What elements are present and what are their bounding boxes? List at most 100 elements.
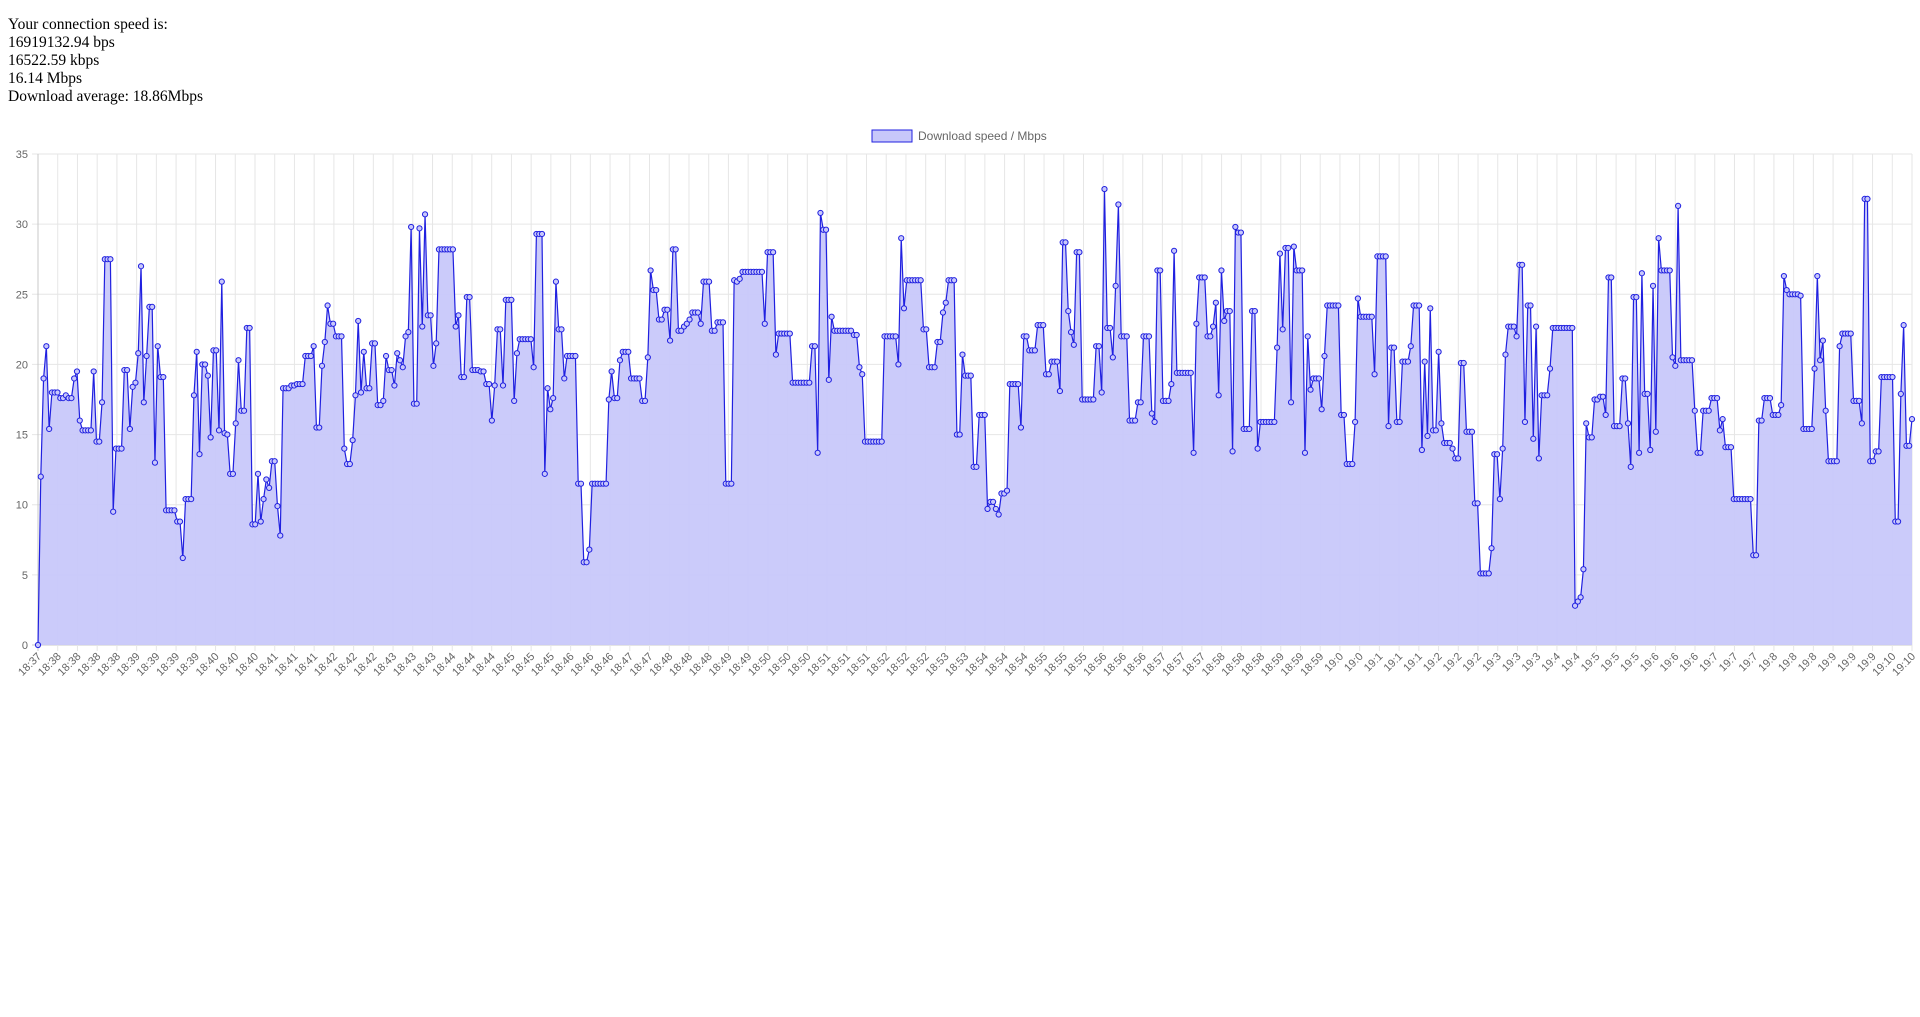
data-point[interactable] (1315, 375, 1322, 382)
data-point[interactable] (488, 417, 495, 424)
data-point[interactable] (1655, 235, 1662, 242)
data-point[interactable] (1232, 223, 1239, 231)
data-point[interactable] (1054, 358, 1061, 365)
data-point[interactable] (1847, 330, 1854, 337)
data-point[interactable] (577, 480, 585, 487)
data-point[interactable] (1003, 487, 1011, 494)
data-point[interactable] (1906, 442, 1913, 449)
data-point[interactable] (37, 473, 44, 480)
data-point[interactable] (1783, 286, 1790, 294)
data-point[interactable] (46, 425, 53, 433)
data-point[interactable] (377, 402, 384, 409)
data-point[interactable] (686, 316, 693, 323)
data-point[interactable] (1187, 369, 1194, 376)
data-point[interactable] (324, 302, 331, 309)
data-point[interactable] (204, 372, 211, 379)
data-point[interactable] (263, 476, 270, 483)
data-point[interactable] (1808, 425, 1815, 433)
data-point[interactable] (683, 320, 690, 327)
data-point[interactable] (1424, 432, 1431, 440)
data-point[interactable] (1031, 347, 1038, 354)
data-point[interactable] (1817, 357, 1824, 364)
data-point[interactable] (1652, 428, 1659, 435)
data-point[interactable] (149, 303, 156, 311)
data-point[interactable] (266, 484, 273, 491)
data-point[interactable] (828, 313, 835, 320)
data-point[interactable] (1193, 320, 1200, 327)
data-point[interactable] (1435, 348, 1442, 355)
data-point[interactable] (1519, 261, 1526, 268)
data-point[interactable] (817, 209, 824, 217)
data-point[interactable] (1101, 185, 1108, 193)
data-point[interactable] (1137, 399, 1144, 406)
data-point[interactable] (480, 368, 487, 375)
data-point[interactable] (40, 375, 47, 382)
data-point[interactable] (1797, 292, 1804, 299)
data-point[interactable] (672, 246, 679, 253)
data-point[interactable] (811, 343, 818, 350)
data-point[interactable] (636, 375, 643, 382)
data-point[interactable] (608, 368, 615, 375)
data-point[interactable] (1649, 282, 1657, 289)
data-point[interactable] (246, 324, 253, 332)
data-point[interactable] (1157, 267, 1164, 274)
data-point[interactable] (126, 425, 133, 433)
data-point[interactable] (260, 496, 267, 503)
data-point[interactable] (1727, 444, 1735, 451)
data-point[interactable] (625, 348, 632, 355)
data-point[interactable] (1869, 458, 1877, 465)
data-point[interactable] (1616, 423, 1623, 430)
data-point[interactable] (499, 382, 507, 389)
data-point[interactable] (1889, 373, 1896, 381)
data-point[interactable] (1908, 416, 1916, 423)
data-point[interactable] (118, 445, 125, 452)
data-point[interactable] (859, 371, 866, 378)
data-point[interactable] (1460, 359, 1467, 367)
data-point[interactable] (856, 364, 863, 371)
data-point[interactable] (310, 343, 317, 350)
data-point[interactable] (1354, 295, 1361, 302)
data-point[interactable] (1040, 322, 1047, 329)
data-point[interactable] (538, 230, 546, 238)
data-point[interactable] (196, 451, 203, 458)
data-point[interactable] (973, 463, 980, 470)
data-point[interactable] (508, 296, 515, 303)
data-point[interactable] (330, 320, 337, 327)
data-point[interactable] (455, 312, 462, 319)
data-point[interactable] (1251, 308, 1258, 315)
data-point[interactable] (1390, 344, 1398, 351)
data-point[interactable] (1569, 324, 1576, 332)
data-point[interactable] (847, 327, 855, 334)
data-point[interactable] (1636, 449, 1643, 456)
data-point[interactable] (1811, 365, 1818, 372)
data-point[interactable] (981, 411, 988, 419)
data-point[interactable] (87, 427, 95, 434)
data-point[interactable] (1151, 418, 1158, 426)
data-point[interactable] (76, 417, 83, 424)
data-point[interactable] (338, 333, 345, 340)
data-point[interactable] (1212, 299, 1219, 306)
data-point[interactable] (402, 333, 409, 340)
data-point[interactable] (1276, 250, 1284, 257)
data-point[interactable] (1855, 397, 1863, 404)
data-point[interactable] (190, 392, 198, 399)
data-point[interactable] (1858, 420, 1865, 427)
data-point[interactable] (1246, 425, 1253, 433)
data-point[interactable] (68, 395, 75, 402)
data-point[interactable] (572, 352, 579, 360)
data-point[interactable] (1778, 402, 1785, 409)
data-point[interactable] (188, 496, 195, 503)
data-point[interactable] (96, 438, 103, 445)
data-point[interactable] (1070, 341, 1077, 348)
data-point[interactable] (616, 357, 624, 364)
data-point[interactable] (728, 480, 735, 487)
data-point[interactable] (664, 306, 671, 313)
data-point[interactable] (176, 518, 184, 525)
data-point[interactable] (391, 382, 398, 389)
data-point[interactable] (602, 480, 610, 487)
data-point[interactable] (666, 337, 674, 344)
data-point[interactable] (825, 376, 832, 383)
data-point[interactable] (449, 246, 456, 253)
data-point[interactable] (898, 235, 905, 242)
data-point[interactable] (98, 399, 106, 406)
